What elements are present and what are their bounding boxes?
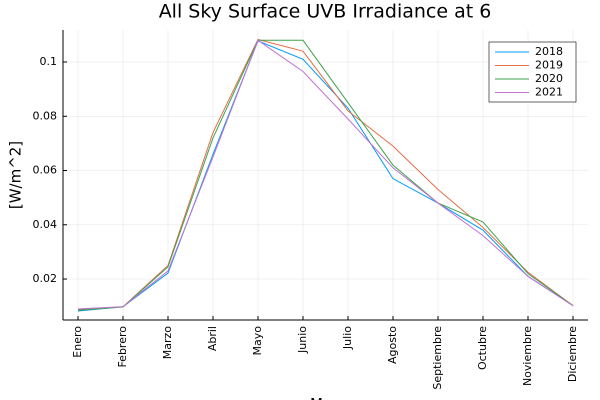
legend-label: 2018 <box>535 45 563 58</box>
x-tick-label: Julio <box>341 326 354 350</box>
y-axis-label: [W/m^2] <box>7 141 25 209</box>
chart-title: All Sky Surface UVB Irradiance at 6 <box>159 1 492 23</box>
y-tick-label: 0.1 <box>40 55 58 68</box>
x-tick-label: Enero <box>71 326 84 358</box>
y-tick-label: 0.04 <box>33 218 58 231</box>
x-tick-label: Abril <box>206 326 219 351</box>
line <box>77 40 574 312</box>
y-tick-label: 0.08 <box>33 109 58 122</box>
y-tick-label: 0.06 <box>33 164 58 177</box>
y-tick-label: 0.02 <box>33 272 58 285</box>
line <box>77 38 574 310</box>
legend-label: 2021 <box>535 86 563 99</box>
x-tick-label: Diciembre <box>566 326 579 382</box>
x-tick-label: Octubre <box>476 326 489 370</box>
x-tick-label: Mayo <box>251 326 264 356</box>
line <box>77 39 574 310</box>
x-tick-label: Noviembre <box>521 326 534 386</box>
x-tick-label: Agosto <box>386 326 399 364</box>
legend-label: 2019 <box>535 59 563 72</box>
legend-label: 2020 <box>535 72 563 85</box>
x-axis-label: Mes <box>310 395 340 400</box>
x-tick-label: Marzo <box>161 326 174 360</box>
x-tick-label: Septiembre <box>431 326 444 390</box>
line <box>77 39 574 311</box>
x-tick-label: Junio <box>296 326 309 354</box>
x-tick-label: Febrero <box>116 326 129 368</box>
